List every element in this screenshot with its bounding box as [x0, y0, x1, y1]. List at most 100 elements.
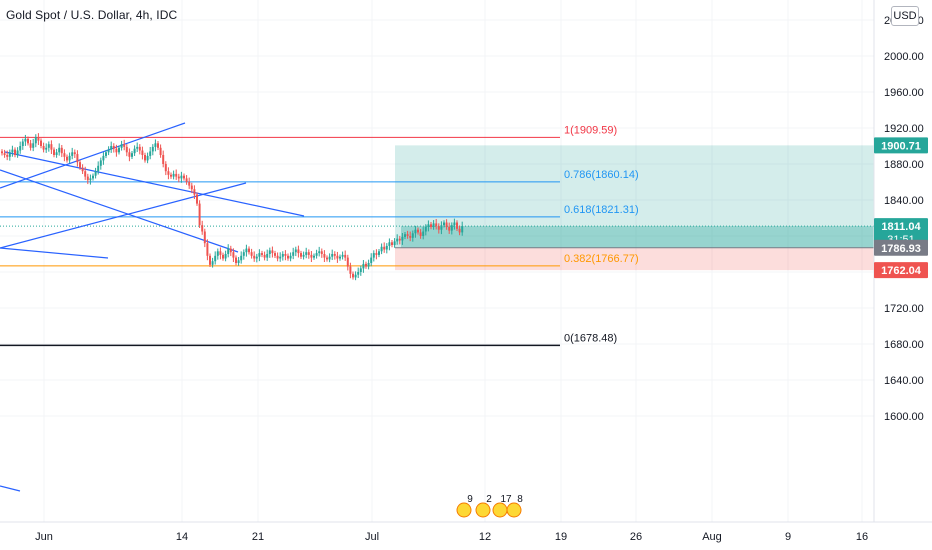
fibonacci-retracement[interactable]: 1(1909.59) 0.786(1860.14) 0.618(1821.31) 0.… — [0, 124, 639, 347]
candle-body — [248, 248, 250, 253]
candle-body — [263, 254, 266, 258]
candle-body — [268, 250, 271, 254]
candle-body — [344, 254, 347, 258]
candle-body — [151, 146, 154, 152]
candle-body — [84, 171, 87, 177]
candle-body — [24, 138, 27, 142]
candle-body — [388, 242, 391, 246]
candle-body — [391, 242, 393, 245]
candle-body — [430, 224, 432, 227]
candle-body — [370, 257, 373, 263]
candle-body — [183, 175, 185, 179]
candle-body — [201, 225, 204, 232]
price-axis[interactable]: 1600.001640.001680.001720.001760.001800.… — [873, 0, 928, 522]
candle-body — [196, 194, 198, 204]
price-label-text: 1762.04 — [881, 265, 922, 277]
stop-zone[interactable] — [395, 247, 874, 271]
candle-body — [450, 225, 453, 231]
time-tick-label: 21 — [252, 531, 264, 543]
price-tick-label: 1920.00 — [884, 123, 924, 135]
event-markers[interactable]: 9 2 17 8 — [456, 494, 523, 518]
price-tick-label: 1680.00 — [884, 339, 924, 351]
candle-body — [206, 243, 209, 256]
target-zone[interactable] — [395, 145, 874, 248]
price-tick-label: 1600.00 — [884, 411, 924, 423]
trend-line[interactable] — [0, 122, 186, 189]
trend-lines[interactable] — [0, 122, 305, 492]
candle-body — [456, 222, 458, 229]
candle-body — [242, 252, 245, 256]
candle-body — [409, 236, 412, 238]
candle-body — [336, 255, 339, 259]
candle-body — [302, 254, 305, 257]
candle-body — [406, 234, 409, 236]
price-tick-label: 1960.00 — [884, 87, 924, 99]
candle-body — [297, 249, 300, 254]
currency-button[interactable]: USD — [891, 6, 919, 26]
fib-level-label: 0.786(1860.14) — [564, 169, 639, 181]
candle-body — [180, 175, 183, 179]
candle-body — [227, 248, 230, 254]
trend-line[interactable] — [0, 247, 109, 259]
candle-body — [365, 263, 367, 267]
candle-body — [419, 232, 422, 236]
candle-body — [232, 252, 235, 258]
candle-body — [214, 255, 217, 262]
candle-body — [110, 146, 113, 150]
event-count: 9 — [467, 494, 473, 505]
candle-body — [372, 253, 375, 258]
candle-body — [164, 164, 167, 172]
price-label-box — [874, 218, 928, 247]
time-axis[interactable]: Jun 14 21 Jul 12 19 26 Aug 9 16 — [0, 521, 932, 543]
event-flag-icon[interactable] — [475, 502, 491, 518]
candle-body — [138, 146, 141, 151]
symbol-title: Gold Spot / U.S. Dollar, 4h, IDC — [6, 8, 178, 22]
candle-body — [378, 251, 380, 255]
candle-body — [29, 143, 32, 148]
candle-body — [349, 266, 352, 274]
profit-fill — [401, 226, 874, 248]
candle-body — [435, 223, 438, 227]
candle-body — [432, 223, 435, 227]
price-label-box — [874, 239, 928, 256]
event-flag-icon[interactable] — [506, 502, 522, 518]
candle-body — [357, 272, 360, 275]
candle-body — [66, 156, 68, 161]
time-tick-label: 19 — [555, 531, 567, 543]
candle-body — [86, 176, 89, 181]
price-label-box — [874, 262, 928, 279]
candle-body — [222, 254, 224, 259]
event-flag-icon[interactable] — [492, 502, 508, 518]
price-tick-label: 1720.00 — [884, 303, 924, 315]
candle-body — [53, 149, 55, 155]
candle-body — [274, 253, 276, 256]
candle-body — [198, 203, 201, 226]
candle-body — [112, 146, 115, 149]
time-tick-label: 9 — [785, 531, 791, 543]
candle-body — [193, 189, 196, 195]
candle-body — [266, 254, 269, 258]
candle-body — [27, 138, 29, 144]
candle-body — [255, 256, 258, 259]
candle-body — [250, 252, 253, 256]
candle-body — [133, 148, 136, 154]
trend-line[interactable] — [4, 151, 305, 217]
event-flag-icon[interactable] — [456, 502, 472, 518]
candle-body — [32, 143, 35, 148]
trend-line[interactable] — [0, 169, 239, 253]
candle-body — [1, 151, 3, 154]
trend-line[interactable] — [0, 485, 21, 492]
time-tick-label: Jul — [365, 531, 379, 543]
candle-body — [81, 167, 84, 172]
trend-line[interactable] — [0, 182, 247, 249]
candle-body — [422, 231, 425, 236]
candle-body — [203, 231, 206, 244]
candle-body — [115, 148, 118, 153]
candle-body — [219, 251, 222, 255]
candle-body — [417, 229, 419, 233]
fib-level-label: 0.618(1821.31) — [564, 204, 639, 216]
candle-body — [92, 175, 94, 179]
candle-body — [271, 250, 274, 254]
candle-body — [279, 256, 282, 259]
